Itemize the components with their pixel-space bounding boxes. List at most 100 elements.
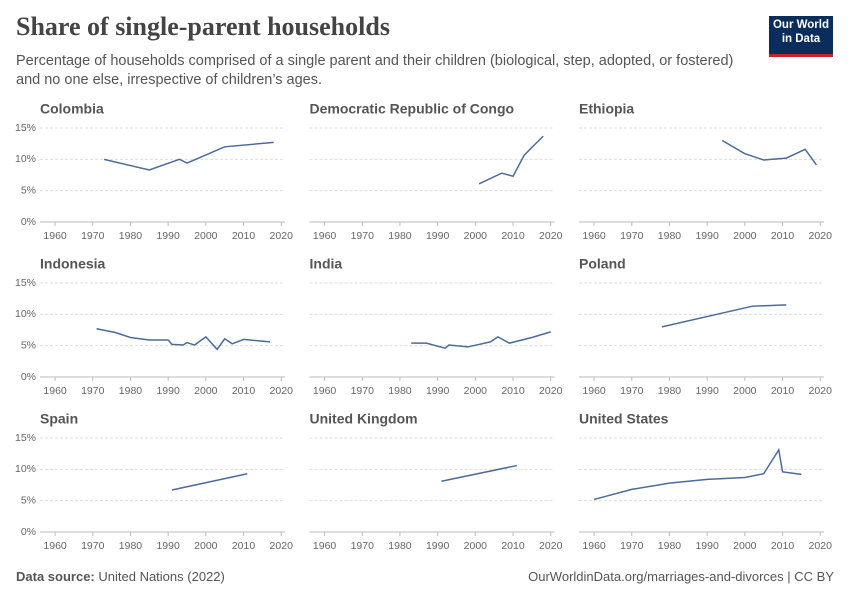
line <box>96 328 270 351</box>
x-tick-label: 1960 <box>582 385 606 397</box>
x-tick-label: 1980 <box>658 230 682 242</box>
y-tick-label: 5% <box>21 339 36 351</box>
x-tick-label: 2000 <box>464 385 488 397</box>
x-tick-label: 2010 <box>232 385 256 397</box>
logo-line: Our World <box>772 19 829 31</box>
y-tick-label: 10% <box>15 153 36 165</box>
x-tick-label: 2020 <box>539 230 563 242</box>
line <box>411 331 551 349</box>
x-tick-label: 2000 <box>464 540 488 552</box>
subtitle: Percentage of households comprised of a … <box>16 53 734 88</box>
line <box>721 139 818 166</box>
x-tick-label: 1960 <box>582 540 606 552</box>
x-tick-label: 2010 <box>232 540 256 552</box>
x-tick-label: 1960 <box>313 230 337 242</box>
panel-title: Democratic Republic of Congo <box>310 101 515 117</box>
panel-title: Ethiopia <box>579 101 634 117</box>
x-tick-label: 1990 <box>426 230 450 242</box>
line <box>593 447 802 501</box>
x-tick-label: 1960 <box>313 385 337 397</box>
x-tick-label: 1970 <box>81 385 105 397</box>
x-tick-label: 1990 <box>156 540 180 552</box>
x-tick-label: 1980 <box>388 230 412 242</box>
y-tick-label: 0% <box>21 216 36 228</box>
x-tick-label: 1970 <box>351 230 375 242</box>
x-tick-label: 1980 <box>388 540 412 552</box>
x-tick-label: 1960 <box>43 385 67 397</box>
x-tick-label: 1970 <box>620 540 644 552</box>
source-text: United Nations (2022) <box>98 569 225 584</box>
x-tick-label: 2010 <box>771 230 795 242</box>
x-tick-label: 2010 <box>501 385 525 397</box>
x-tick-label: 2010 <box>771 540 795 552</box>
x-tick-label: 1980 <box>119 540 143 552</box>
logo-line: in Data <box>781 33 821 45</box>
x-tick-label: 1960 <box>43 540 67 552</box>
y-tick-label: 5% <box>21 184 36 196</box>
x-tick-label: 1970 <box>81 230 105 242</box>
panel-title: Colombia <box>40 101 104 117</box>
x-tick-label: 1980 <box>658 540 682 552</box>
x-tick-label: 1990 <box>156 385 180 397</box>
x-tick-label: 2020 <box>270 385 294 397</box>
y-tick-label: 15% <box>15 122 36 134</box>
x-tick-label: 1990 <box>426 540 450 552</box>
logo[interactable]: Our World in Data <box>769 16 833 57</box>
panel-title: United Kingdom <box>310 411 418 427</box>
x-tick-label: 2000 <box>464 230 488 242</box>
panel-title: Poland <box>579 256 626 272</box>
x-tick-label: 1970 <box>620 385 644 397</box>
y-tick-label: 10% <box>15 463 36 475</box>
source: Data source: United Nations (2022) <box>16 569 225 584</box>
x-tick-label: 2020 <box>539 385 563 397</box>
source-label: Data source: <box>16 569 95 584</box>
x-tick-label: 1970 <box>620 230 644 242</box>
x-tick-label: 2000 <box>194 540 218 552</box>
panel-title: Indonesia <box>40 256 106 272</box>
x-tick-label: 1970 <box>351 540 375 552</box>
y-tick-label: 15% <box>15 432 36 444</box>
x-tick-label: 2000 <box>733 385 757 397</box>
x-tick-label: 2000 <box>733 540 757 552</box>
y-tick-label: 0% <box>21 526 36 538</box>
x-tick-label: 1990 <box>156 230 180 242</box>
x-tick-label: 1980 <box>658 385 682 397</box>
y-tick-label: 10% <box>15 308 36 320</box>
x-tick-label: 1970 <box>81 540 105 552</box>
x-tick-label: 2020 <box>270 540 294 552</box>
url[interactable]: OurWorldinData.org/marriages-and-divorce… <box>528 569 834 584</box>
x-tick-label: 1990 <box>695 230 719 242</box>
x-tick-label: 2010 <box>501 230 525 242</box>
x-tick-label: 2000 <box>194 230 218 242</box>
line <box>661 304 787 328</box>
x-tick-label: 1990 <box>695 540 719 552</box>
x-tick-label: 2010 <box>232 230 256 242</box>
y-tick-label: 15% <box>15 277 36 289</box>
page-title: Share of single-parent households <box>16 12 390 41</box>
x-tick-label: 1980 <box>119 385 143 397</box>
x-tick-label: 2020 <box>809 230 833 242</box>
y-tick-label: 5% <box>21 494 36 506</box>
line <box>171 472 248 491</box>
panel-title: Spain <box>40 411 78 427</box>
x-tick-label: 1980 <box>119 230 143 242</box>
line <box>103 141 274 171</box>
x-tick-label: 2010 <box>771 385 795 397</box>
x-tick-label: 1990 <box>695 385 719 397</box>
x-tick-label: 2010 <box>501 540 525 552</box>
line <box>441 464 517 482</box>
y-tick-label: 0% <box>21 371 36 383</box>
x-tick-label: 2020 <box>539 540 563 552</box>
x-tick-label: 1960 <box>313 540 337 552</box>
x-tick-label: 1960 <box>582 230 606 242</box>
panel-title: United States <box>579 411 669 427</box>
x-tick-label: 1990 <box>426 385 450 397</box>
x-tick-label: 2000 <box>194 385 218 397</box>
panel-title: India <box>310 256 343 272</box>
x-tick-label: 2020 <box>270 230 294 242</box>
x-tick-label: 1960 <box>43 230 67 242</box>
x-tick-label: 2000 <box>733 230 757 242</box>
x-tick-label: 1980 <box>388 385 412 397</box>
